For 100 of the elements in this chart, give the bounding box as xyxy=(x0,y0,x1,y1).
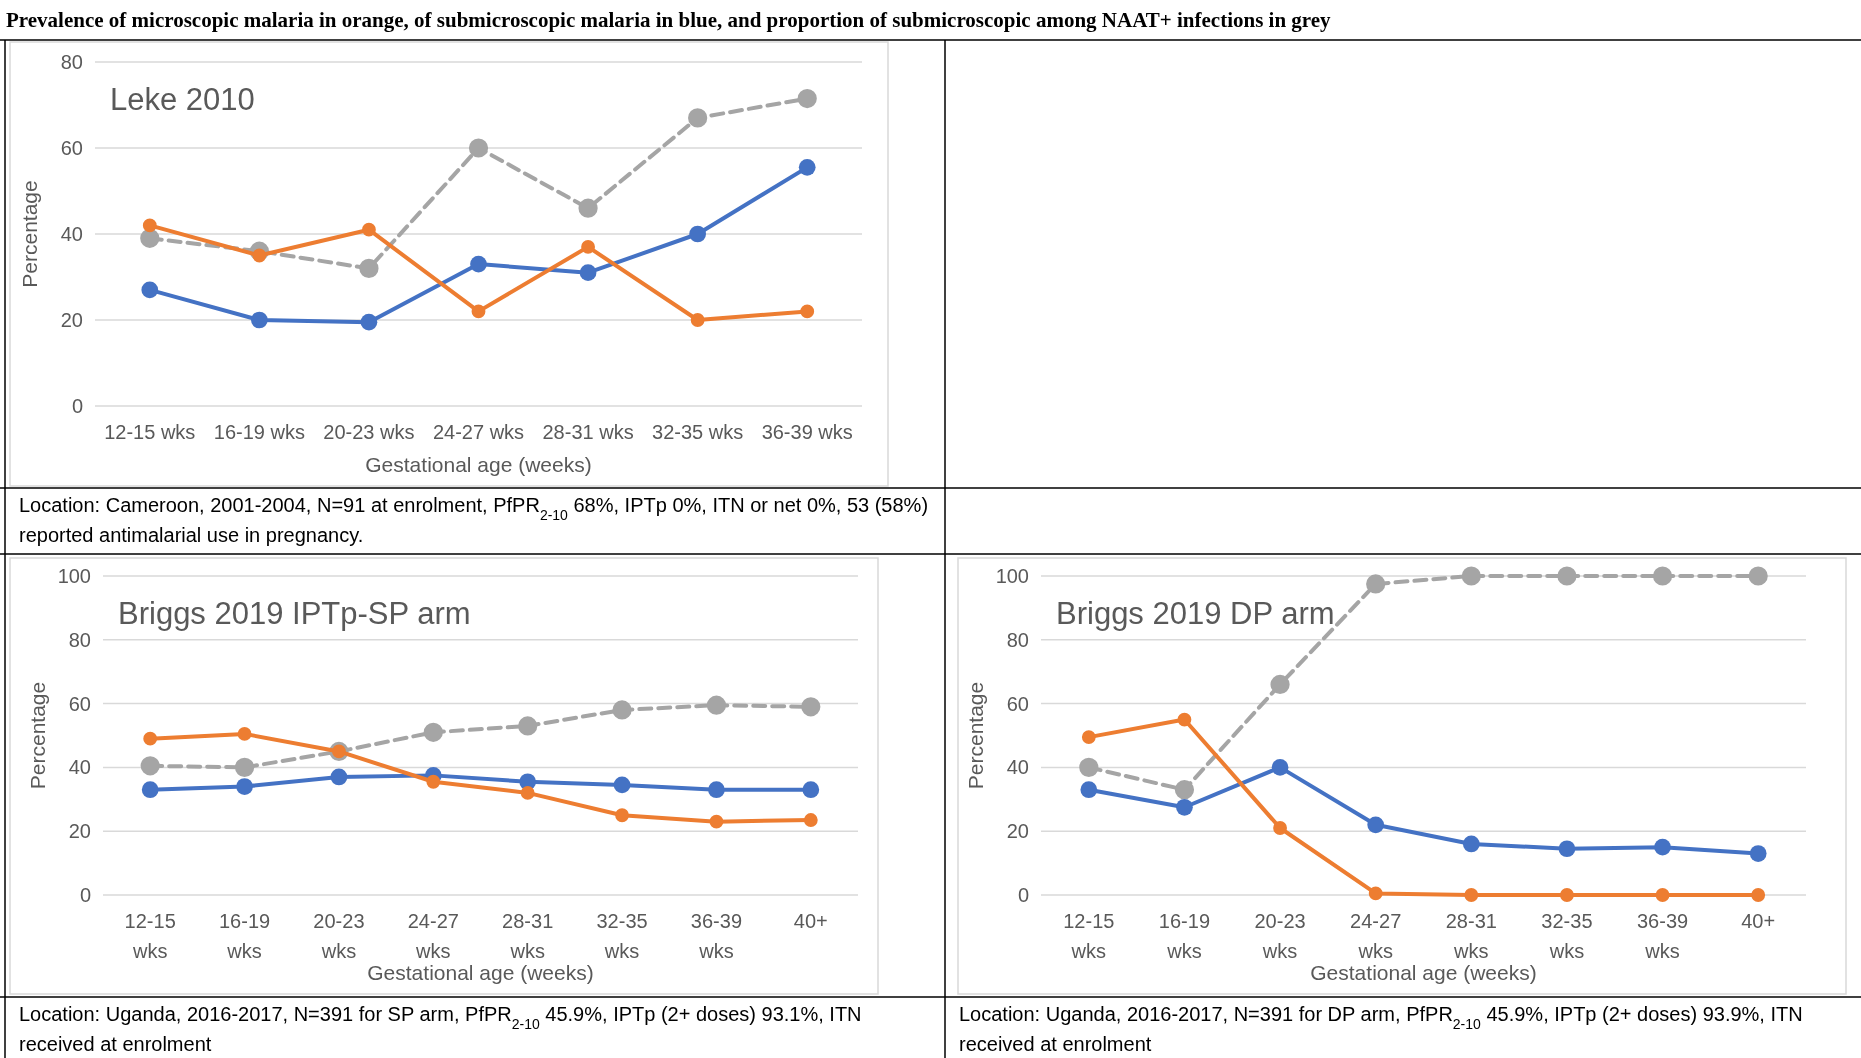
point xyxy=(1560,888,1574,902)
point xyxy=(706,695,727,715)
point xyxy=(709,814,724,829)
point xyxy=(520,786,535,800)
text: Prevalence of microscopic malaria in orange, of submicroscopic malaria in blue, and proportion of submicroscopic among NAAT+ infections in grey xyxy=(6,8,1332,32)
x-tick-label: 20-23 wks xyxy=(1254,910,1306,962)
y-tick-label: 60 xyxy=(1006,692,1029,715)
point xyxy=(1655,888,1670,902)
point xyxy=(1177,712,1192,727)
x-tick-label: 24-27 wks xyxy=(407,910,459,962)
point xyxy=(330,768,348,786)
x-tick-label: 36-39 wks xyxy=(690,910,743,962)
x-tick-label: 16-19 wks xyxy=(218,910,271,962)
point xyxy=(797,88,817,109)
x-axis-title: Gestational age (weeks) xyxy=(1310,961,1537,984)
x-tick-label: 40+ xyxy=(793,910,828,932)
y-axis-title: Percentage xyxy=(18,180,41,288)
point xyxy=(1748,566,1768,586)
point xyxy=(250,311,268,329)
y-tick-label: 20 xyxy=(60,309,83,331)
x-tick-label: 20-23 wks xyxy=(313,910,365,962)
point xyxy=(1461,566,1481,586)
point xyxy=(1270,674,1290,695)
point xyxy=(359,258,379,278)
x-axis-title: Gestational age (weeks) xyxy=(365,453,592,476)
point xyxy=(1176,798,1193,816)
x-tick-label: 16-19 wks xyxy=(213,421,305,443)
point xyxy=(803,813,818,827)
x-tick-label: 24-27 wks xyxy=(1350,910,1402,962)
point xyxy=(581,240,595,254)
y-tick-label: 0 xyxy=(79,884,91,906)
point xyxy=(360,313,378,331)
point xyxy=(1751,888,1766,902)
y-axis-title: Percentage xyxy=(964,681,987,790)
y-tick-label: 20 xyxy=(1006,820,1029,843)
x-tick-label: 32-35 wks xyxy=(652,421,744,443)
y-tick-label: 100 xyxy=(57,565,91,587)
point xyxy=(579,264,597,282)
point xyxy=(689,225,707,243)
point xyxy=(708,781,725,799)
x-tick-label: 28-31 wks xyxy=(542,421,634,443)
y-tick-label: 60 xyxy=(68,692,91,715)
y-tick-label: 80 xyxy=(60,51,83,73)
y-tick-label: 80 xyxy=(68,628,91,651)
point xyxy=(1081,730,1096,744)
point xyxy=(470,255,487,273)
text: Location: Uganda, 2016-2017, N=391 for SP arm, PfPR$_{2-10}$ 45.9%, IPTp (2+ doses) 93.1%, ITN received at enrolment xyxy=(19,1003,862,1055)
x-tick-label: 16-19 wks xyxy=(1158,910,1211,962)
point xyxy=(140,756,160,776)
point xyxy=(236,778,253,795)
x-tick-label: 12-15 wks xyxy=(1063,910,1115,962)
x-tick-label: 12-15 wks xyxy=(104,421,196,443)
y-tick-label: 40 xyxy=(60,223,83,245)
y-tick-label: 0 xyxy=(71,395,83,417)
x-tick-label: 36-39 wks xyxy=(761,421,853,443)
y-tick-label: 20 xyxy=(68,820,91,843)
point xyxy=(471,304,486,319)
text: Briggs 2019 IPTp-SP arm xyxy=(118,596,471,631)
point xyxy=(426,774,441,789)
point xyxy=(252,248,267,263)
y-tick-label: 80 xyxy=(1006,628,1029,651)
point xyxy=(143,731,158,746)
point xyxy=(801,697,821,717)
point xyxy=(1749,845,1767,862)
point xyxy=(798,159,816,176)
point xyxy=(1273,821,1287,835)
point xyxy=(613,776,631,794)
point xyxy=(237,727,252,741)
point xyxy=(234,757,255,777)
y-tick-label: 60 xyxy=(60,137,83,159)
x-tick-label: 28-31 wks xyxy=(1445,910,1497,962)
point xyxy=(362,222,376,237)
point xyxy=(423,722,443,742)
text: Location: Cameroon, 2001-2004, N=91 at enrolment, PfPR$_{2-10}$ 68%, IPTp 0%, ITN or net 0%, 53 (58%) reported antimalarial use in pregnancy. xyxy=(19,494,929,546)
x-tick-label: 24-27 wks xyxy=(432,421,525,443)
point xyxy=(1557,566,1577,586)
text: Leke 2010 xyxy=(110,82,255,117)
point xyxy=(518,716,538,736)
point xyxy=(1367,816,1385,834)
point xyxy=(578,198,598,218)
point xyxy=(802,781,820,799)
x-tick-label: 20-23 wks xyxy=(323,421,415,443)
point xyxy=(142,218,157,233)
text: Briggs 2019 DP arm xyxy=(1056,596,1335,631)
point xyxy=(1558,840,1576,858)
x-tick-label: 40+ xyxy=(1741,910,1776,932)
x-tick-label: 28-31 wks xyxy=(502,910,554,962)
point xyxy=(1271,759,1289,776)
point xyxy=(1462,835,1480,853)
point xyxy=(141,281,159,299)
point xyxy=(1654,838,1671,856)
x-tick-label: 36-39 wks xyxy=(1636,910,1689,962)
point xyxy=(615,808,629,823)
point xyxy=(468,138,489,158)
point xyxy=(1652,566,1673,586)
point xyxy=(690,313,705,327)
y-tick-label: 100 xyxy=(995,565,1029,587)
y-axis-title: Percentage xyxy=(26,681,49,790)
point xyxy=(1174,780,1195,800)
point xyxy=(688,108,708,128)
